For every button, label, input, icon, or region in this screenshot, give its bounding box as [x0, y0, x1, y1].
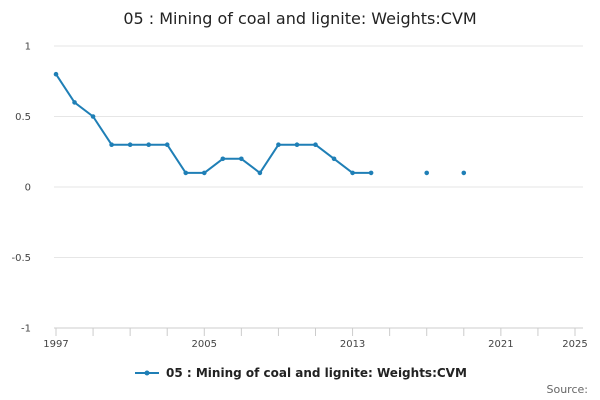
y-tick-label: 0.5 [15, 112, 31, 123]
legend-label: 05 : Mining of coal and lignite: Weights… [166, 366, 467, 380]
legend[interactable]: 05 : Mining of coal and lignite: Weights… [135, 366, 467, 380]
legend-marker [144, 370, 150, 376]
x-tick-label: 2025 [562, 339, 587, 350]
data-point [257, 170, 263, 176]
series-line-segment [333, 157, 354, 174]
data-point [350, 170, 355, 176]
series-group [53, 71, 467, 176]
x-axis-ticks: 1997 2005 2013 2021 2025 [43, 328, 588, 350]
series-line-segment [240, 157, 261, 174]
data-point [109, 142, 114, 147]
series-line-segment [203, 157, 224, 174]
series-line-segment [258, 143, 280, 174]
data-point [90, 114, 96, 119]
data-point [239, 156, 244, 162]
chart-title: 05 : Mining of coal and lignite: Weights… [123, 9, 476, 28]
data-point [276, 142, 281, 147]
series-line-segment [314, 143, 336, 160]
y-tick-label: 0 [25, 183, 31, 194]
data-point [72, 100, 77, 105]
grid [54, 45, 583, 329]
y-tick-label: 1 [25, 42, 31, 53]
x-tick-label: 1997 [43, 339, 68, 350]
x-tick-label: 2021 [488, 339, 513, 350]
data-point [201, 170, 207, 176]
data-point [53, 71, 59, 77]
data-point [313, 142, 318, 147]
data-point [461, 170, 467, 176]
data-point [146, 142, 151, 147]
data-point [183, 170, 189, 176]
x-tick-label: 2013 [340, 339, 365, 350]
series-line-segment [166, 143, 187, 174]
x-tick-label: 2005 [192, 339, 217, 350]
data-point [294, 142, 300, 147]
data-point [220, 156, 226, 162]
data-point [424, 170, 430, 176]
source-label: Source: [547, 383, 589, 396]
data-point [331, 156, 337, 162]
y-tick-label: -1 [21, 324, 31, 335]
data-point [368, 170, 374, 176]
y-axis-ticks: 1 0.5 0 -0.5 -1 [11, 42, 31, 335]
data-point [164, 142, 170, 147]
series-line-segment [92, 115, 113, 146]
series-line-segment [55, 73, 76, 104]
y-tick-label: -0.5 [11, 253, 31, 264]
series-line-segment [73, 101, 95, 118]
data-point [127, 142, 133, 147]
